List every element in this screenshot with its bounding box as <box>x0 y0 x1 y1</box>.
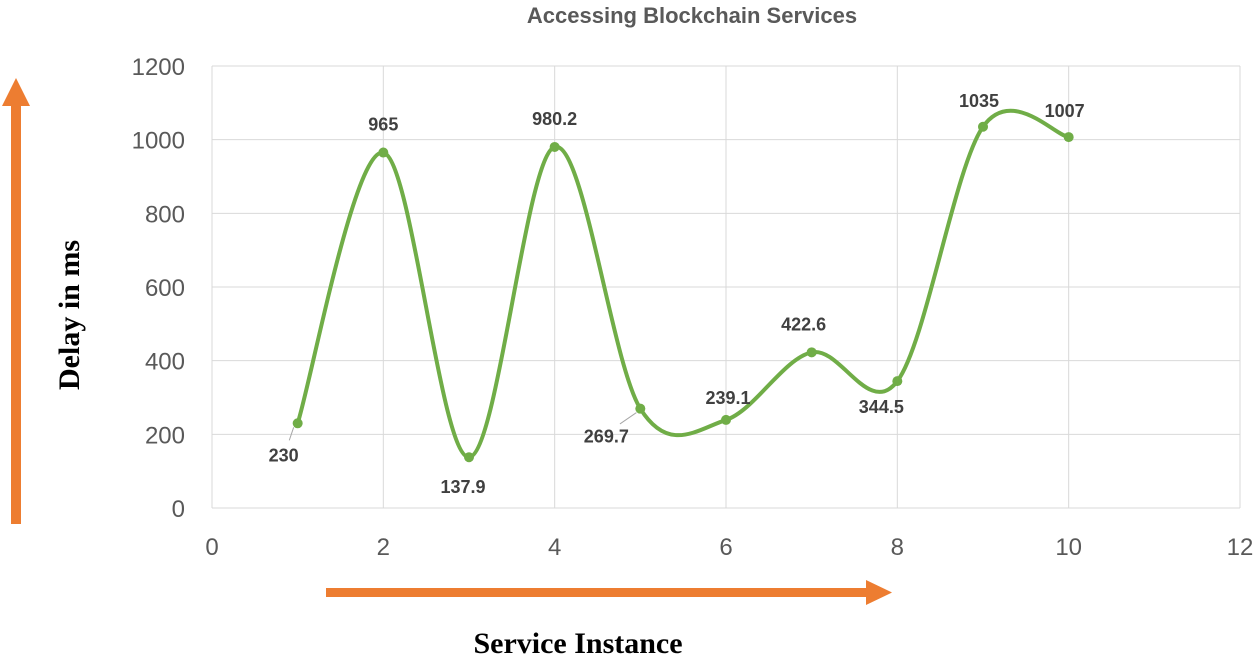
y-tick-label: 200 <box>145 422 185 449</box>
y-tick-label: 400 <box>145 349 185 376</box>
data-point <box>721 414 731 425</box>
y-tick-labels: 0 200 400 600 800 1000 1200 <box>132 54 185 523</box>
data-label: 230 <box>269 445 299 465</box>
data-label: 137.9 <box>440 477 485 497</box>
label-leader <box>288 427 295 441</box>
data-point <box>292 418 303 429</box>
data-point <box>806 347 817 358</box>
data-point <box>549 141 560 152</box>
data-label: 239.1 <box>705 388 750 408</box>
label-leader <box>619 412 637 425</box>
data-point <box>892 376 903 387</box>
data-label: 965 <box>368 115 398 135</box>
chart-title: Accessing Blockchain Services <box>527 3 857 28</box>
x-tick-label: 0 <box>205 534 218 561</box>
data-point <box>464 452 474 463</box>
x-tick-label: 12 <box>1227 534 1254 561</box>
data-point <box>635 403 646 414</box>
y-axis-title: Delay in ms <box>53 240 86 390</box>
y-tick-label: 1200 <box>132 54 185 81</box>
x-axis-title: Service Instance <box>473 627 682 659</box>
x-arrow <box>326 580 892 605</box>
y-tick-label: 0 <box>172 496 185 523</box>
x-tick-label: 8 <box>891 534 904 561</box>
data-label: 980.2 <box>532 109 577 129</box>
data-point <box>978 121 988 132</box>
x-tick-labels: 0 2 4 6 8 10 12 <box>205 534 1253 561</box>
x-tick-label: 4 <box>548 534 561 561</box>
data-point <box>378 147 389 158</box>
y-tick-label: 1000 <box>132 128 185 155</box>
data-point <box>1063 132 1074 143</box>
data-label: 344.5 <box>859 397 904 417</box>
x-tick-label: 2 <box>377 534 390 561</box>
y-tick-label: 600 <box>145 275 185 302</box>
data-label: 269.7 <box>584 427 629 447</box>
y-arrow <box>2 78 30 524</box>
x-tick-label: 6 <box>719 534 732 561</box>
x-tick-label: 10 <box>1055 534 1082 561</box>
series-group: 230 965 137.9 980.2 269.7 239.1 422.6 344.5 1035… <box>269 91 1085 497</box>
data-label: 1007 <box>1045 101 1085 121</box>
y-tick-label: 800 <box>145 201 185 228</box>
series-line <box>295 108 1070 460</box>
data-label: 1035 <box>959 91 999 111</box>
data-label: 422.6 <box>781 314 826 334</box>
